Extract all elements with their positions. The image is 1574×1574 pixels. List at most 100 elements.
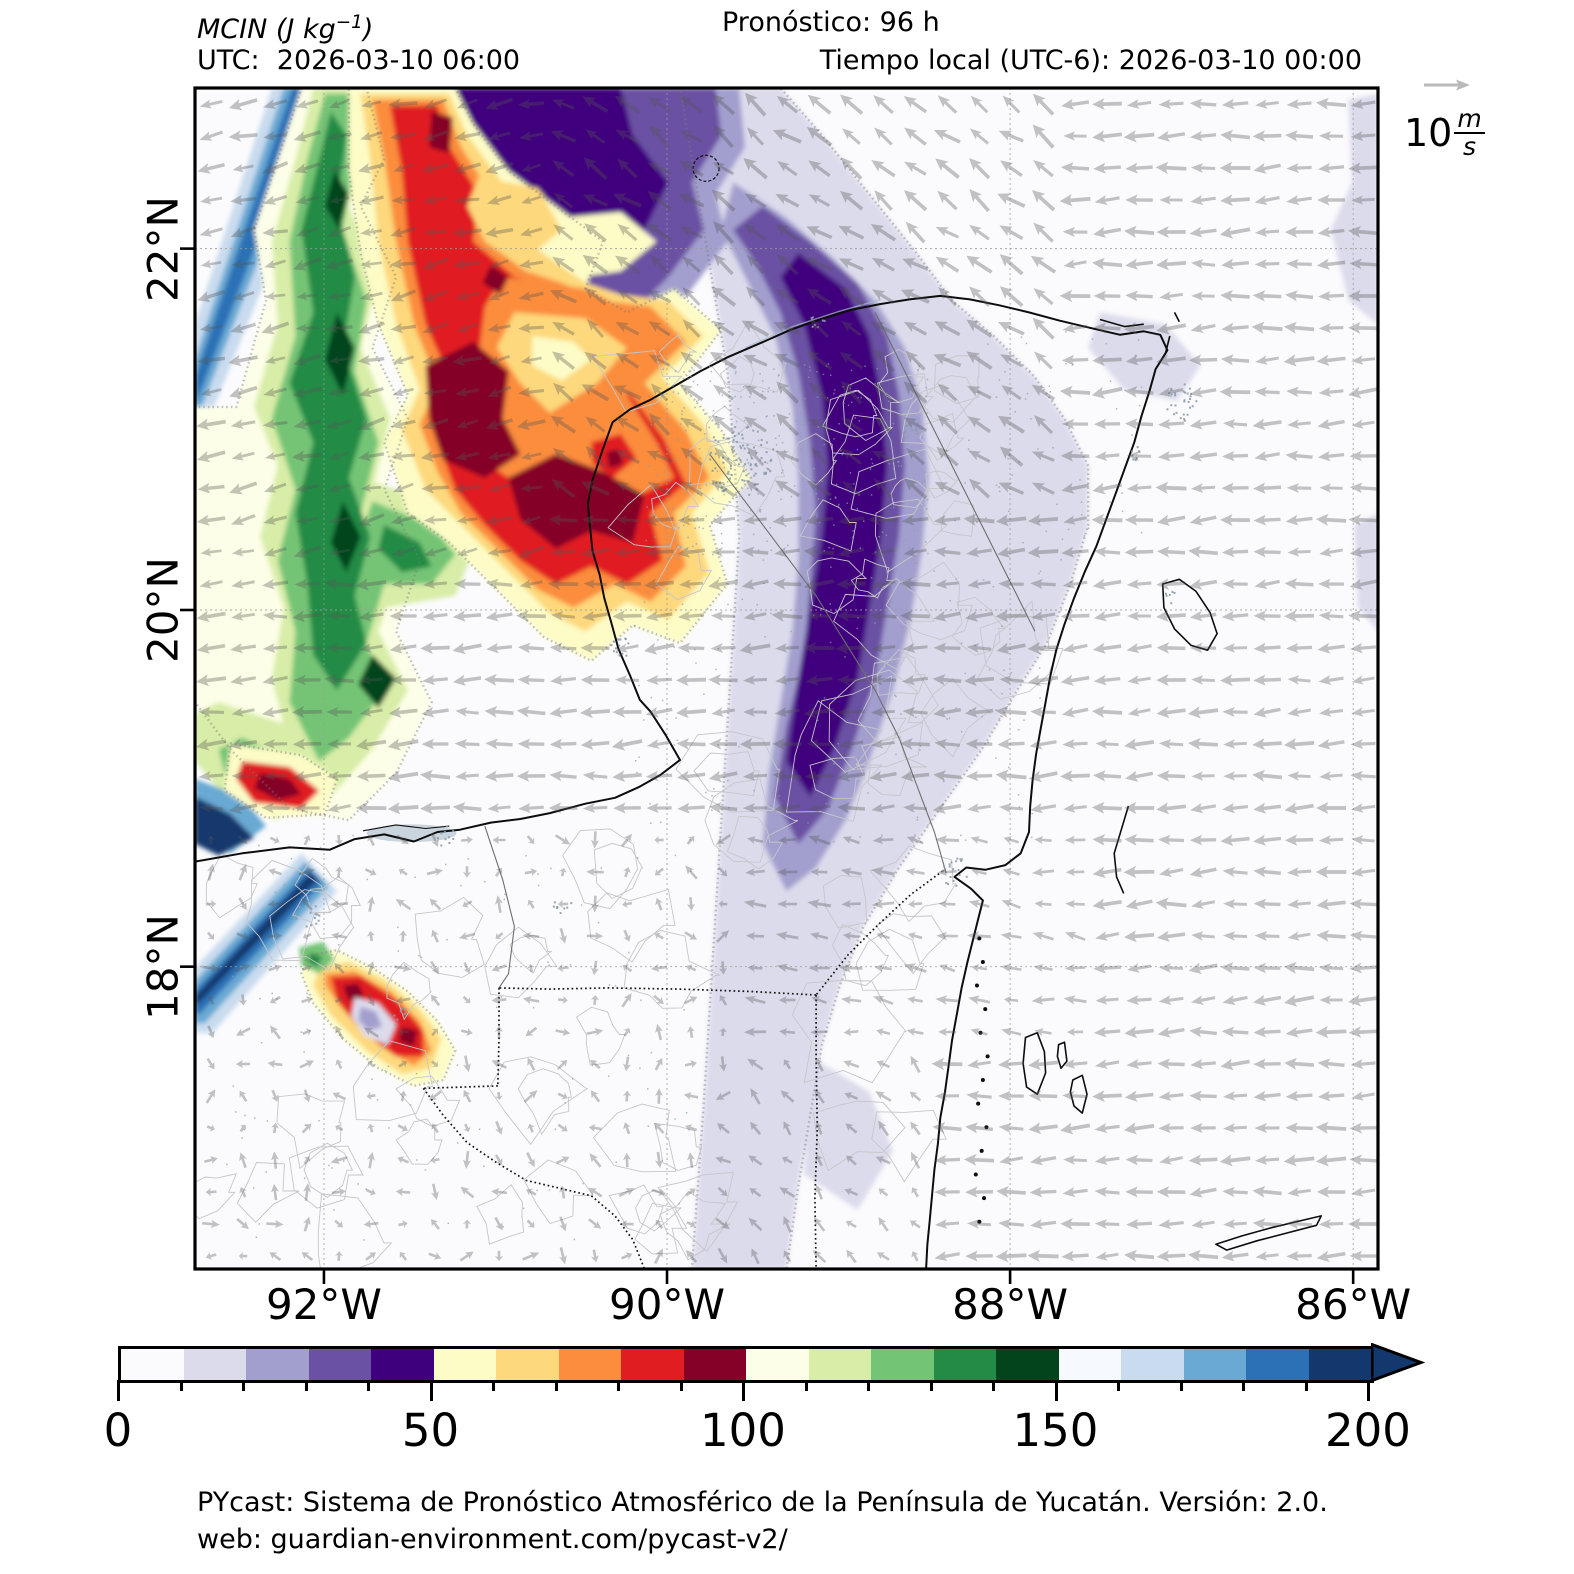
coastline-layer xyxy=(195,154,1322,1269)
colorbar-tick xyxy=(179,1380,183,1391)
map-canvas xyxy=(180,86,1380,1284)
international-borders-layer xyxy=(422,870,944,1269)
contour-region-lavender-right-strip xyxy=(1330,93,1378,325)
colorbar-segment-20-30 xyxy=(246,1349,309,1380)
island-ambergris xyxy=(1113,805,1130,894)
colorbar-tick-label: 0 xyxy=(103,1404,133,1457)
contour-region-tabasco-maroon xyxy=(254,773,302,801)
contour-region-warm-paleyellow-spot xyxy=(532,336,592,381)
colorbar-segment-190-200 xyxy=(1308,1349,1371,1380)
contour-region-green-deep-spot4 xyxy=(325,170,349,230)
colorbar-tick-label: 50 xyxy=(401,1404,460,1457)
contour-region-nw-blue-stripe-dark xyxy=(195,88,316,407)
contour-region-green-deep-spot2 xyxy=(331,501,361,573)
north-coast-lagoon xyxy=(744,298,882,349)
atoll-alacranes xyxy=(692,154,720,182)
colorbar-tick xyxy=(617,1380,620,1391)
colorbar-tick xyxy=(367,1380,370,1391)
y-tick-label: 22°N xyxy=(138,195,188,302)
contour-region-chiapas-green-dark xyxy=(307,952,323,967)
state-boundaries-layer xyxy=(484,312,1036,989)
colorbar-segment-90-100 xyxy=(683,1349,746,1380)
colorbar-tick xyxy=(1054,1380,1058,1401)
contour-region-maroon-mid xyxy=(482,265,509,295)
colorbar-segment-180-190 xyxy=(1246,1349,1309,1380)
graticule-layer xyxy=(195,88,1378,1269)
colorbar-tick xyxy=(554,1380,558,1391)
contour-region-chiapas-purple-core xyxy=(358,1006,382,1031)
title-variable: MCIN (J kg−1) xyxy=(197,12,374,45)
contour-region-lavender-right-patch xyxy=(1354,513,1378,632)
contour-fill-layer xyxy=(195,88,1378,1269)
wind-quiver-layer xyxy=(196,92,1378,1265)
colorbar-tick xyxy=(1304,1380,1308,1391)
contour-region-sw-blue-navy xyxy=(195,872,318,1005)
colorbar-tick xyxy=(429,1380,433,1401)
colorbar-tick-label: 100 xyxy=(700,1404,786,1457)
wind-reference-value: 10 m s xyxy=(1404,106,1574,159)
colorbar-segment-70-80 xyxy=(558,1349,621,1380)
colorbar-segment-130-140 xyxy=(933,1349,996,1380)
island-holbox xyxy=(1099,318,1144,328)
colorbar-segment-160-170 xyxy=(1121,1349,1184,1380)
colorbar xyxy=(118,1346,1374,1383)
contour-region-warm-golden-patch xyxy=(467,176,562,260)
contour-edge-texture xyxy=(195,88,1090,1269)
colorbar-tick-label: 200 xyxy=(1325,1404,1411,1457)
colorbar-extend-arrow xyxy=(1371,1343,1425,1382)
city-speckle-layer xyxy=(226,316,1198,1241)
wind-reference-arrow-icon xyxy=(1424,79,1470,91)
island-roatan xyxy=(1215,1215,1322,1251)
contour-region-green-dark-bulge xyxy=(378,525,432,573)
colorbar-segment-80-90 xyxy=(621,1349,684,1380)
island-contoy xyxy=(1173,312,1181,323)
colorbar-tick xyxy=(867,1380,870,1391)
map-svg xyxy=(180,86,1380,1284)
contour-region-chiapas-maroon2 xyxy=(398,1026,418,1047)
colorbar-tick xyxy=(117,1380,120,1401)
colorbar-tick xyxy=(304,1380,308,1391)
map-frame xyxy=(193,86,1380,1271)
x-tick-label: 90°W xyxy=(609,1280,726,1329)
colorbar-segment-110-120 xyxy=(808,1349,871,1380)
colorbar-segment-60-70 xyxy=(496,1349,559,1380)
footer-credit: PYcast: Sistema de Pronóstico Atmosféric… xyxy=(197,1484,1328,1558)
colorbar-tick xyxy=(929,1380,933,1391)
x-tick-label: 86°W xyxy=(1295,1280,1412,1329)
island-cozumel xyxy=(1161,578,1218,652)
colorbar-tick xyxy=(1367,1380,1370,1401)
contour-region-maroon-top xyxy=(429,111,453,153)
island-turneffe xyxy=(1022,1031,1047,1096)
laguna-terminos xyxy=(366,824,457,843)
contour-region-green-deep-spot1 xyxy=(325,312,355,396)
island-chinchorro xyxy=(1069,1074,1088,1114)
colorbar-tick-label: 150 xyxy=(1012,1404,1099,1457)
y-tick-label: 20°N xyxy=(138,557,188,663)
contour-region-chiapas-maroon1 xyxy=(342,983,365,1001)
island-isla-mujeres xyxy=(1164,335,1171,356)
island-lighthouse-reef xyxy=(1056,1041,1068,1070)
colorbar-segment-50-60 xyxy=(433,1349,496,1380)
colorbar-tick xyxy=(1242,1380,1245,1391)
contour-region-maroon-west xyxy=(425,341,521,478)
colorbar-segment-170-180 xyxy=(1183,1349,1246,1380)
colorbar-segment-140-150 xyxy=(996,1349,1059,1380)
contour-region-green-deep-spot3 xyxy=(358,654,397,708)
colorbar-segment-0-10 xyxy=(121,1349,184,1380)
utc-time-label: UTC: 2026-03-10 06:00 xyxy=(197,45,521,76)
colorbar-segment-40-50 xyxy=(371,1349,434,1380)
colorbar-tick xyxy=(1117,1380,1120,1391)
contour-region-maroon-coast-dot xyxy=(606,449,624,469)
colorbar-tick xyxy=(679,1380,683,1391)
colorbar-tick xyxy=(492,1380,495,1391)
coastline-yucatan xyxy=(195,294,1169,1269)
municipal-boundaries-layer xyxy=(195,320,1064,1269)
local-time-label: Tiempo local (UTC-6): 2026-03-10 00:00 xyxy=(819,45,1362,76)
colorbar-tick xyxy=(742,1380,745,1401)
footer-line1: PYcast: Sistema de Pronóstico Atmosféric… xyxy=(197,1487,1328,1518)
footer-line2: web: guardian-environment.com/pycast-v2/ xyxy=(197,1524,788,1555)
colorbar-tick xyxy=(992,1380,995,1391)
colorbar-segment-120-130 xyxy=(871,1349,934,1380)
